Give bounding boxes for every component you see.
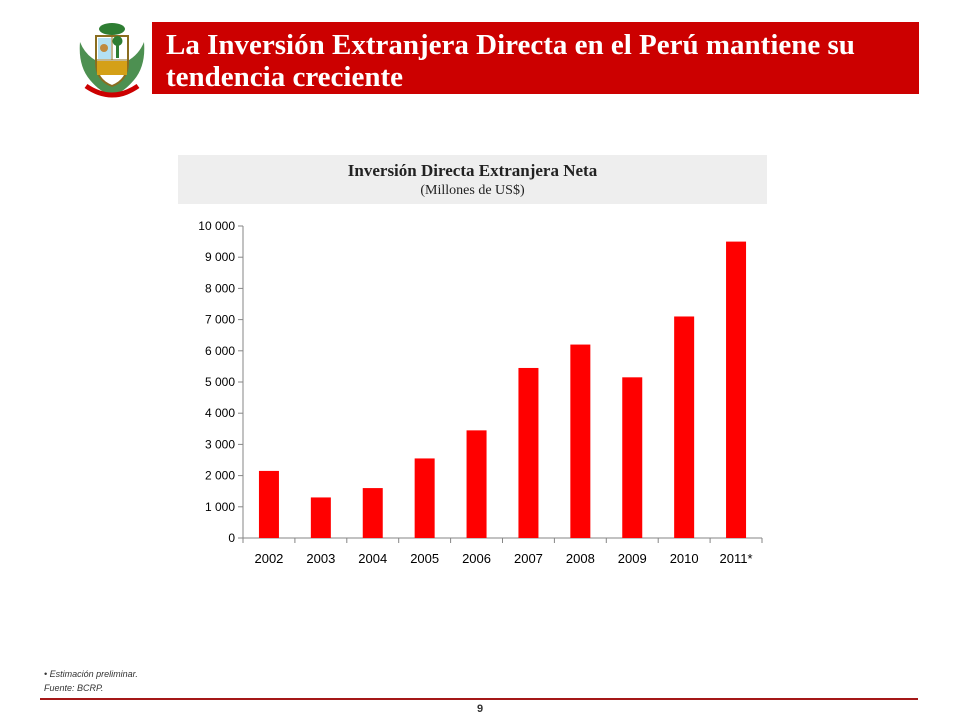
- x-tick-label: 2005: [410, 551, 439, 566]
- page-number: 9: [476, 703, 484, 715]
- y-tick-label: 2 000: [205, 469, 235, 483]
- bar-2009: [622, 377, 643, 538]
- bar-2006: [466, 430, 487, 538]
- y-tick-label: 8 000: [205, 281, 235, 295]
- y-tick-label: 3 000: [205, 437, 235, 451]
- bar-2003: [310, 497, 331, 538]
- footnote: • Estimación preliminar.: [44, 669, 138, 679]
- slide-title: La Inversión Extranjera Directa en el Pe…: [166, 29, 855, 93]
- bar-2004: [362, 488, 383, 538]
- x-tick-label: 2003: [306, 551, 335, 566]
- x-tick-label: 2004: [358, 551, 387, 566]
- y-tick-label: 10 000: [198, 219, 235, 233]
- x-tick-label: 2008: [566, 551, 595, 566]
- y-tick-label: 5 000: [205, 375, 235, 389]
- y-tick-label: 1 000: [205, 500, 235, 514]
- bar-2011: [726, 241, 747, 538]
- x-tick-label: 2011*: [720, 551, 753, 566]
- x-tick-label: 2009: [618, 551, 647, 566]
- bottom-divider: [40, 698, 918, 700]
- y-tick-label: 4 000: [205, 406, 235, 420]
- chart-header: Inversión Directa Extranjera Neta (Millo…: [178, 155, 767, 204]
- x-tick-label: 2010: [670, 551, 699, 566]
- bar-2010: [674, 316, 695, 538]
- chart-title: Inversión Directa Extranjera Neta: [347, 161, 598, 180]
- bar-2007: [518, 367, 539, 538]
- y-tick-label: 6 000: [205, 344, 235, 358]
- y-tick-label: 9 000: [205, 250, 235, 264]
- bar-2008: [570, 344, 591, 538]
- bar-2002: [258, 470, 279, 538]
- y-tick-label: 0: [228, 531, 235, 545]
- chart-subtitle: (Millones de US$): [420, 183, 525, 198]
- title-bar: La Inversión Extranjera Directa en el Pe…: [152, 22, 919, 94]
- bar-chart: 0 1 000 2 000 3 000 4 000 5 000 6 000 7 000 8 00…: [198, 219, 763, 566]
- x-tick-label: 2006: [462, 551, 491, 566]
- x-tick-label: 2002: [254, 551, 283, 566]
- bar-2005: [414, 458, 435, 538]
- source-note: Fuente: BCRP.: [44, 683, 104, 693]
- coat-of-arms-icon: [79, 23, 145, 98]
- x-tick-label: 2007: [514, 551, 543, 566]
- y-tick-label: 7 000: [205, 313, 235, 327]
